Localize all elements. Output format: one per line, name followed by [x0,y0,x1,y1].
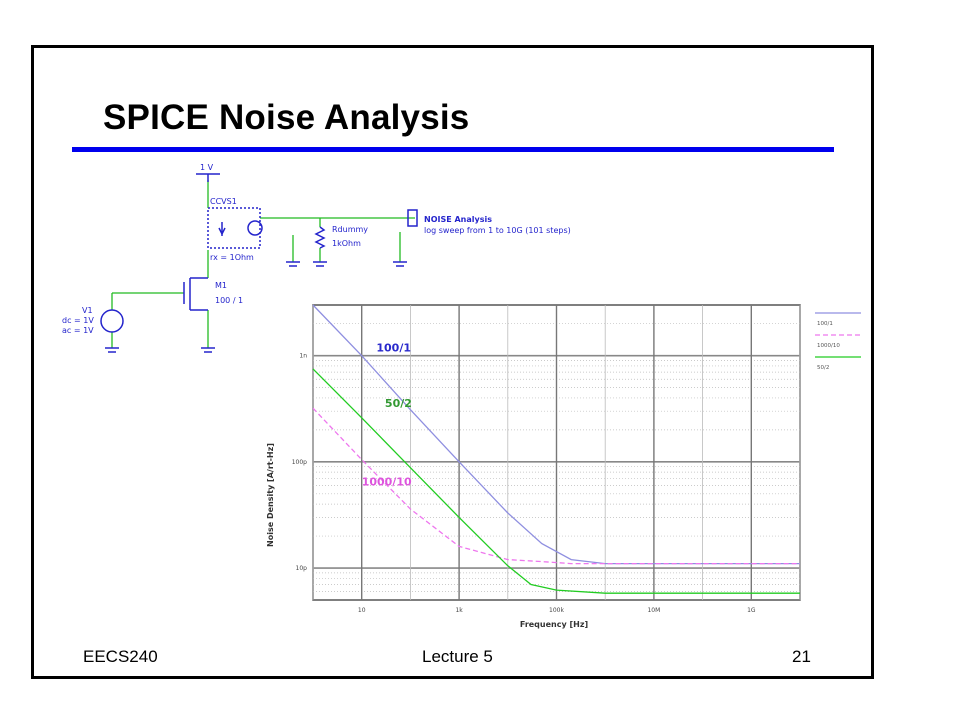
chart-legend: 100/1 1000/10 50/2 [815,312,861,371]
x-tick-label: 1k [455,607,463,614]
title-underline [72,147,834,152]
footer-page-number: 21 [792,647,811,666]
analysis-desc: log sweep from 1 to 10G (101 steps) [424,226,571,235]
chart-ticks: 10 1k 100k 10M 1G 1n 100p 10p [292,353,756,614]
legend-label: 1000/10 [817,343,840,349]
x-axis-label: Frequency [Hz] [520,620,588,629]
legend-label: 100/1 [817,321,833,327]
chart-grid [312,304,801,601]
chart-annotations: 100/1 50/2 1000/10 [362,341,412,488]
source-name: V1 [82,306,93,315]
slide-title: SPICE Noise Analysis [103,98,470,137]
series-annotation: 100/1 [376,341,411,354]
series-annotation: 50/2 [385,397,412,410]
series-annotation: 1000/10 [362,475,412,488]
circuit-schematic: 1 V CCVS1 rx = 1Ohm Rdummy 1kOhm NOISE A… [62,163,571,353]
analysis-name: NOISE Analysis [424,215,492,224]
x-tick-label: 100k [549,607,564,614]
legend-label: 50/2 [817,365,829,371]
x-tick-label: 10M [647,607,660,614]
transistor-name: M1 [215,281,227,290]
chart-series [312,304,800,594]
source-ac: ac = 1V [62,326,94,335]
x-tick-label: 10 [358,607,366,614]
resistor-value: 1kOhm [332,239,361,248]
y-tick-label: 1n [299,353,307,360]
ccvs-param: rx = 1Ohm [210,253,254,262]
series-line-1000-10 [312,407,800,565]
source-dc: dc = 1V [62,316,94,325]
supply-label: 1 V [200,163,214,172]
footer-lecture: Lecture 5 [422,647,493,666]
series-line-50-2 [312,368,800,594]
x-tick-label: 1G [747,607,756,614]
y-tick-label: 100p [292,459,307,466]
transistor-size: 100 / 1 [215,296,243,305]
footer-course: EECS240 [83,647,158,666]
resistor-name: Rdummy [332,225,368,234]
series-line-100-1 [312,304,800,565]
y-tick-label: 10p [296,565,308,572]
ccvs-name: CCVS1 [210,197,237,206]
y-axis-label: Noise Density [A/rt-Hz] [266,443,275,547]
